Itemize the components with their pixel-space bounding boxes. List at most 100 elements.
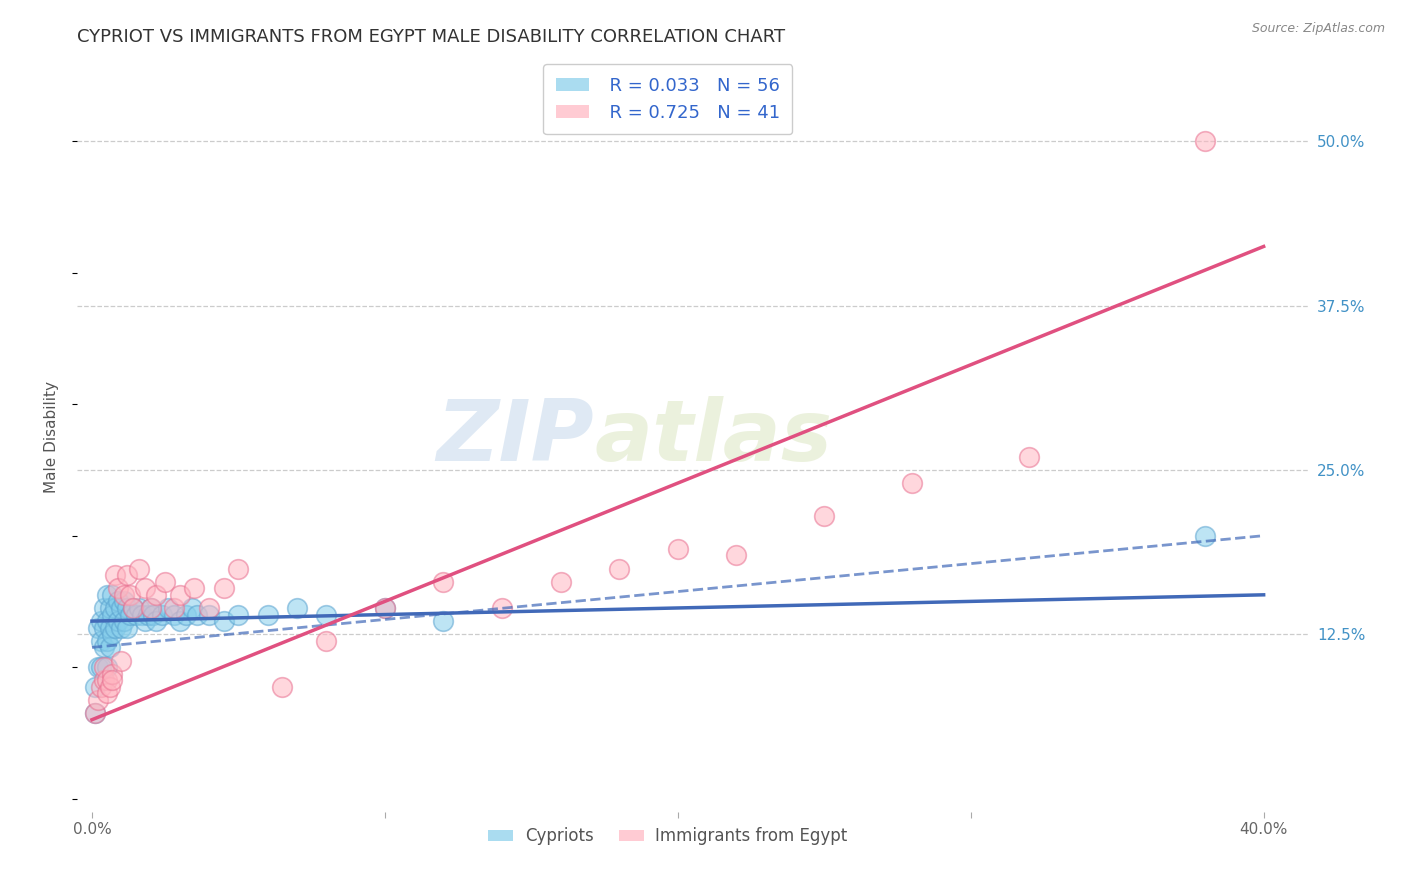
Point [104, 601, 127, 615]
Point [98, 680, 121, 694]
Legend: Cypriots, Immigrants from Egypt: Cypriots, Immigrants from Egypt [481, 821, 855, 852]
Point [145, 614, 167, 628]
Point [87, 693, 110, 707]
Point [432, 574, 454, 589]
Point [84, 706, 107, 720]
Point [180, 601, 202, 615]
Point [96, 588, 118, 602]
Point [163, 607, 186, 622]
Point [90, 680, 112, 694]
Point [101, 627, 124, 641]
Point [153, 574, 177, 589]
Point [607, 561, 630, 575]
Point [93, 621, 115, 635]
Point [110, 654, 132, 668]
Point [112, 594, 135, 608]
Point [212, 581, 235, 595]
Point [491, 601, 513, 615]
Text: Source: ZipAtlas.com: Source: ZipAtlas.com [1251, 22, 1385, 36]
Point [285, 601, 308, 615]
Point [101, 588, 124, 602]
Point [128, 601, 150, 615]
Point [725, 549, 748, 563]
Point [84, 680, 107, 694]
Point [128, 561, 150, 575]
Point [1194, 529, 1216, 543]
Point [107, 581, 129, 595]
Point [112, 614, 135, 628]
Point [93, 601, 115, 615]
Point [96, 614, 118, 628]
Point [115, 601, 138, 615]
Point [139, 601, 162, 615]
Point [122, 601, 145, 615]
Point [98, 601, 121, 615]
Point [150, 607, 173, 622]
Point [120, 588, 141, 602]
Point [134, 614, 156, 628]
Point [98, 621, 121, 635]
Point [256, 607, 278, 622]
Point [101, 666, 124, 681]
Point [84, 706, 107, 720]
Point [110, 621, 132, 635]
Point [1018, 450, 1040, 464]
Point [198, 607, 221, 622]
Point [93, 640, 115, 655]
Point [87, 621, 110, 635]
Point [96, 660, 118, 674]
Text: CYPRIOT VS IMMIGRANTS FROM EGYPT MALE DISABILITY CORRELATION CHART: CYPRIOT VS IMMIGRANTS FROM EGYPT MALE DI… [77, 28, 786, 45]
Point [169, 614, 191, 628]
Point [131, 607, 153, 622]
Point [110, 601, 132, 615]
Text: atlas: atlas [595, 395, 832, 479]
Point [315, 607, 337, 622]
Point [374, 601, 396, 615]
Point [125, 607, 148, 622]
Point [212, 614, 235, 628]
Point [107, 594, 129, 608]
Point [93, 660, 115, 674]
Point [174, 607, 197, 622]
Point [186, 607, 208, 622]
Point [136, 607, 159, 622]
Point [101, 607, 124, 622]
Point [198, 601, 221, 615]
Point [315, 633, 337, 648]
Point [90, 614, 112, 628]
Point [183, 581, 205, 595]
Point [374, 601, 396, 615]
Point [901, 476, 924, 491]
Point [115, 621, 138, 635]
Point [271, 680, 294, 694]
Point [96, 673, 118, 688]
Point [139, 601, 162, 615]
Point [432, 614, 454, 628]
Point [98, 640, 121, 655]
Point [228, 561, 250, 575]
Point [120, 607, 141, 622]
Point [228, 607, 250, 622]
Point [90, 660, 112, 674]
Point [112, 588, 135, 602]
Point [115, 568, 138, 582]
Point [169, 588, 191, 602]
Point [96, 686, 118, 700]
Point [1194, 134, 1216, 148]
Point [90, 633, 112, 648]
Point [122, 601, 145, 615]
Point [145, 588, 167, 602]
Point [101, 673, 124, 688]
Point [93, 673, 115, 688]
Point [666, 541, 689, 556]
Point [96, 633, 118, 648]
Point [142, 607, 165, 622]
Point [163, 601, 186, 615]
Point [104, 568, 127, 582]
Point [134, 581, 156, 595]
Point [813, 508, 835, 523]
Text: ZIP: ZIP [436, 395, 595, 479]
Y-axis label: Male Disability: Male Disability [44, 381, 59, 493]
Point [107, 614, 129, 628]
Point [87, 660, 110, 674]
